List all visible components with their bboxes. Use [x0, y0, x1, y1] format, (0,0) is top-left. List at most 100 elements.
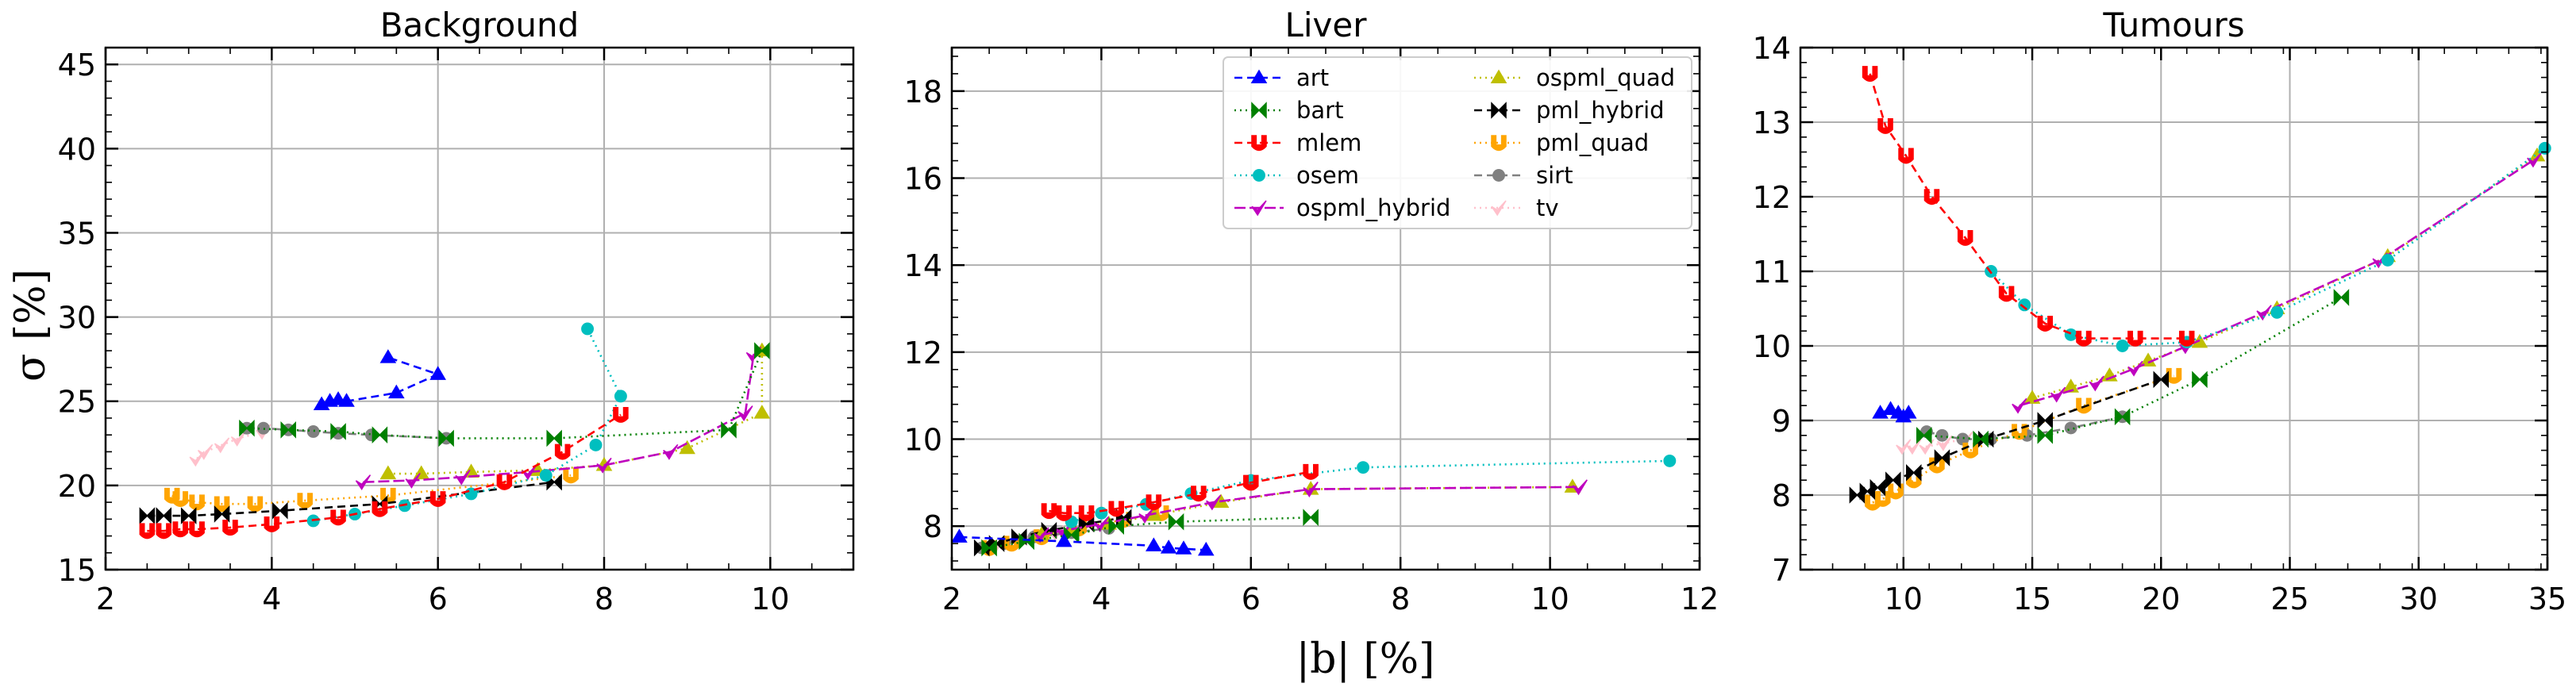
data-point [239, 419, 255, 437]
data-point [1108, 517, 1124, 535]
legend-marker [1251, 102, 1267, 119]
data-point [1303, 463, 1319, 480]
legend-label: pml_hybrid [1536, 97, 1665, 124]
y-tick-label: 14 [904, 248, 942, 283]
series-sirt [240, 421, 453, 445]
legend-label: osem [1296, 162, 1359, 189]
data-point [1055, 532, 1072, 547]
data-point [1916, 426, 1932, 444]
data-point [180, 507, 197, 524]
y-tick-label: 8 [923, 509, 942, 544]
data-point [1906, 439, 1922, 455]
data-point [264, 516, 280, 532]
data-point [172, 521, 188, 538]
series-art [313, 349, 446, 411]
data-point [546, 429, 562, 447]
data-point [1095, 506, 1108, 520]
data-point [2018, 298, 2031, 312]
legend-marker [1490, 69, 1507, 84]
series-bart [239, 342, 770, 447]
y-tick-label: 25 [58, 385, 96, 420]
data-point [2256, 305, 2272, 321]
data-point [297, 493, 313, 509]
data-point [247, 496, 264, 513]
data-point [1923, 189, 1940, 205]
data-point [1243, 474, 1259, 491]
data-point [197, 443, 214, 460]
series-pml-hybrid [1849, 371, 2170, 504]
data-point [2050, 386, 2066, 403]
data-point [2178, 330, 2195, 347]
panel-tumours: 10 15 20 25 30 35 7 8 9 10 11 12 13 14 Tumours [1753, 6, 2567, 616]
data-point [2012, 397, 2027, 414]
data-point [1108, 501, 1124, 517]
series-line [1903, 438, 1966, 448]
data-point [1882, 401, 1899, 415]
series-ospml-quad [2023, 147, 2546, 404]
data-point [1206, 494, 1222, 511]
series-line [1923, 296, 2343, 440]
data-point [405, 472, 421, 489]
legend-item-ospml-quad: ospml_quad [1474, 64, 1675, 91]
data-point [1303, 509, 1319, 527]
y-tick-label: 20 [58, 469, 96, 504]
data-point [379, 349, 397, 363]
data-point [214, 505, 230, 523]
data-point [554, 443, 571, 460]
data-point [372, 501, 388, 517]
data-point [330, 423, 346, 440]
y-tick-label: 7 [1772, 553, 1791, 588]
data-point [139, 507, 156, 524]
y-tick-label: 40 [58, 132, 96, 167]
data-point [2089, 375, 2104, 392]
data-point [2139, 352, 2157, 367]
legend-item-pml-hybrid: pml_hybrid [1474, 97, 1665, 124]
data-point [2037, 426, 2054, 444]
series-ospml-hybrid [2012, 152, 2543, 414]
series-line [387, 351, 764, 475]
data-point [1168, 513, 1184, 531]
x-tick-label: 15 [2013, 582, 2051, 616]
data-point [1663, 455, 1677, 467]
data-point [1957, 229, 1973, 246]
data-point [2076, 330, 2092, 347]
legend-box [1223, 56, 1692, 229]
data-point [280, 421, 297, 439]
y-tick-label: 13 [1753, 106, 1791, 140]
x-tick-label: 12 [1681, 582, 1719, 616]
data-point [2381, 254, 2394, 267]
y-tick-label: 16 [904, 162, 942, 197]
legend-marker [1251, 135, 1267, 152]
legend-label: mlem [1296, 129, 1361, 156]
data-point [139, 523, 156, 539]
data-point [2064, 421, 2077, 435]
data-point [563, 467, 579, 484]
series-ospml-hybrid [355, 346, 762, 491]
data-point [1160, 539, 1177, 554]
data-point [1872, 405, 1889, 419]
data-point [1862, 66, 1878, 83]
data-point [1888, 483, 1904, 500]
data-point [1034, 527, 1049, 543]
data-point [663, 443, 679, 460]
data-point [1900, 405, 1917, 419]
legend-item-art: art [1234, 64, 1329, 91]
x-tick-label: 6 [1242, 582, 1261, 616]
data-point [1018, 532, 1034, 551]
legend-marker [1251, 200, 1267, 217]
legend-marker [1491, 102, 1507, 119]
x-tick-label: 4 [262, 582, 281, 616]
x-tick-label: 8 [595, 582, 614, 616]
data-point [156, 523, 172, 539]
data-point [1869, 478, 1886, 497]
x-tick-label: 35 [2528, 582, 2566, 616]
data-point [272, 501, 288, 520]
series-line [2031, 155, 2538, 400]
data-point [737, 405, 753, 422]
legend-item-mlem: mlem [1234, 129, 1361, 156]
x-tick-label: 25 [2270, 582, 2308, 616]
series-line [988, 516, 1311, 549]
legend-item-sirt: sirt [1474, 162, 1573, 189]
y-tick-label: 8 [1772, 478, 1791, 513]
data-point [753, 405, 771, 419]
